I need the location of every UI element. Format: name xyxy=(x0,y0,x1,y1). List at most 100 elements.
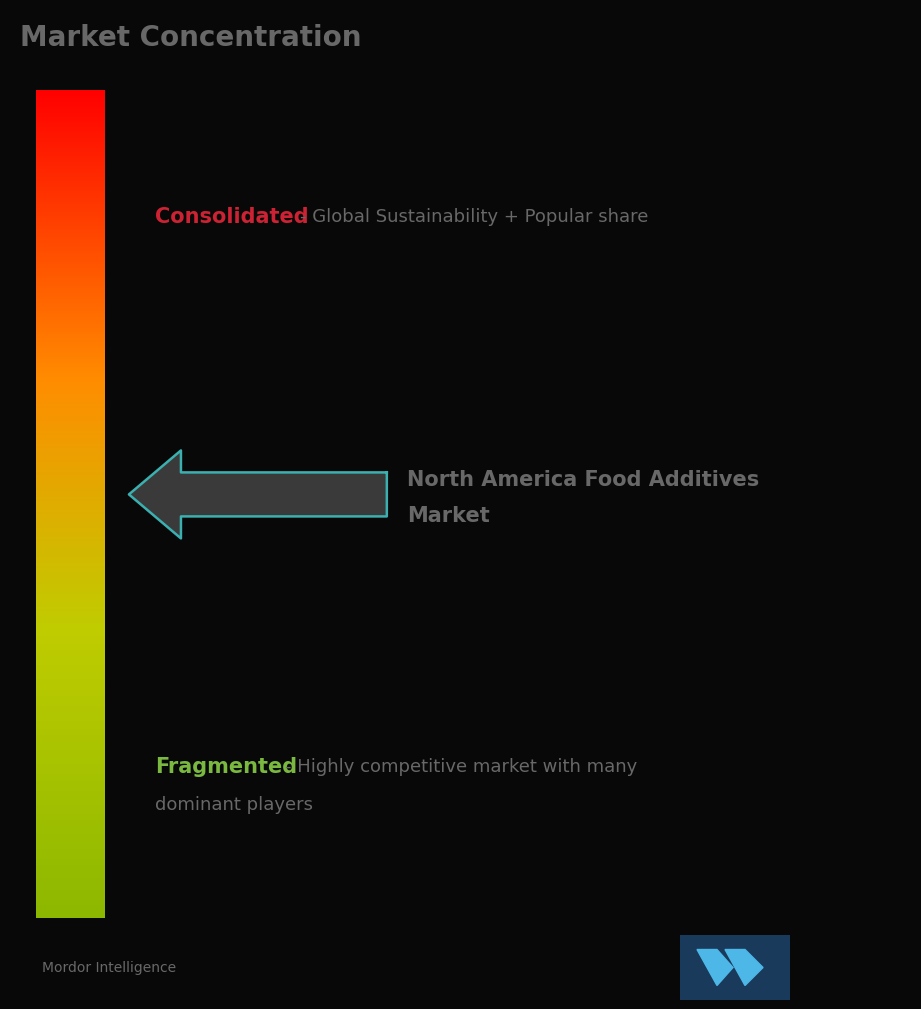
Bar xyxy=(36,367,105,369)
Bar xyxy=(36,328,105,330)
Bar xyxy=(36,100,105,103)
Bar xyxy=(36,815,105,818)
Bar xyxy=(36,162,105,164)
Bar xyxy=(36,226,105,229)
Bar xyxy=(36,466,105,469)
Polygon shape xyxy=(697,949,733,986)
Text: dominant players: dominant players xyxy=(155,796,313,814)
Bar xyxy=(36,783,105,785)
Bar xyxy=(36,90,105,93)
Bar xyxy=(36,454,105,456)
Bar xyxy=(36,882,105,885)
Bar xyxy=(36,241,105,243)
Bar xyxy=(36,642,105,645)
Bar xyxy=(36,758,105,761)
Bar xyxy=(36,768,105,771)
Bar xyxy=(36,311,105,314)
Bar xyxy=(36,389,105,393)
Bar xyxy=(36,809,105,812)
Bar xyxy=(36,822,105,824)
Bar xyxy=(36,171,105,174)
Bar xyxy=(36,289,105,291)
Bar xyxy=(36,681,105,684)
Bar xyxy=(36,655,105,657)
Bar xyxy=(36,387,105,390)
Bar xyxy=(36,409,105,411)
Bar xyxy=(36,346,105,349)
Bar xyxy=(36,590,105,593)
Bar xyxy=(36,98,105,101)
Bar xyxy=(36,799,105,802)
Bar xyxy=(36,913,105,915)
Bar xyxy=(36,586,105,589)
Bar xyxy=(36,204,105,206)
Bar xyxy=(36,541,105,543)
Bar xyxy=(36,675,105,678)
Bar xyxy=(36,340,105,343)
Bar xyxy=(36,522,105,525)
Bar xyxy=(36,779,105,781)
Bar xyxy=(36,776,105,779)
Bar xyxy=(36,624,105,626)
Bar xyxy=(36,611,105,613)
Bar xyxy=(36,405,105,407)
Bar xyxy=(36,866,105,868)
Bar xyxy=(36,216,105,219)
Bar xyxy=(36,429,105,432)
Bar xyxy=(36,696,105,698)
Bar xyxy=(36,173,105,176)
Bar xyxy=(36,744,105,746)
Bar xyxy=(36,94,105,97)
Bar xyxy=(36,855,105,858)
Bar xyxy=(36,795,105,797)
Bar xyxy=(36,237,105,239)
Bar xyxy=(36,861,105,864)
Bar xyxy=(36,845,105,848)
Bar xyxy=(36,121,105,123)
Bar xyxy=(36,478,105,481)
Bar xyxy=(36,830,105,832)
Bar xyxy=(36,659,105,661)
Bar xyxy=(36,448,105,450)
Bar xyxy=(36,640,105,643)
Bar xyxy=(36,394,105,397)
Bar xyxy=(36,685,105,688)
Bar xyxy=(36,373,105,375)
Bar xyxy=(36,427,105,430)
Bar xyxy=(36,801,105,804)
Bar xyxy=(36,431,105,434)
Bar xyxy=(36,578,105,580)
Bar xyxy=(36,752,105,754)
Bar xyxy=(36,720,105,723)
Bar xyxy=(36,644,105,647)
Bar xyxy=(36,125,105,128)
Bar xyxy=(36,630,105,633)
Text: Market Concentration: Market Concentration xyxy=(20,24,362,52)
Bar xyxy=(36,561,105,564)
Bar xyxy=(36,704,105,706)
Bar xyxy=(36,689,105,692)
Bar xyxy=(36,529,105,531)
Bar xyxy=(36,460,105,463)
Bar xyxy=(36,185,105,188)
Bar xyxy=(36,832,105,834)
Bar xyxy=(36,489,105,491)
Bar xyxy=(36,663,105,665)
Bar xyxy=(36,714,105,717)
Bar xyxy=(36,220,105,223)
Bar xyxy=(36,574,105,576)
Bar xyxy=(36,452,105,454)
Bar xyxy=(36,497,105,499)
Bar xyxy=(36,872,105,874)
Bar xyxy=(36,657,105,659)
Bar xyxy=(36,669,105,671)
Bar xyxy=(36,750,105,752)
Bar xyxy=(36,746,105,748)
Bar xyxy=(36,580,105,582)
Bar xyxy=(36,677,105,680)
FancyBboxPatch shape xyxy=(680,935,790,1000)
Bar xyxy=(36,503,105,507)
Bar xyxy=(36,738,105,740)
Bar xyxy=(36,139,105,142)
Bar xyxy=(36,446,105,448)
